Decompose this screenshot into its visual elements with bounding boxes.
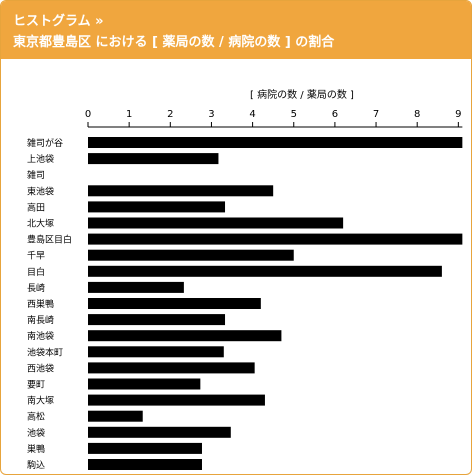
category-label: 南長崎 <box>27 314 54 326</box>
bar <box>88 459 202 470</box>
x-tick-label: 5 <box>291 109 297 120</box>
category-label: 目白 <box>27 266 45 278</box>
category-label: 巣鴨 <box>27 443 45 455</box>
bar <box>88 346 224 358</box>
bar <box>88 265 442 277</box>
bar <box>88 201 226 213</box>
x-tick-label: 9 <box>455 109 461 120</box>
category-label: 南池袋 <box>27 330 54 342</box>
bar <box>88 153 219 165</box>
panel-kicker[interactable]: ヒストグラム » <box>13 14 104 29</box>
panel-header: ヒストグラム » 東京都豊島区 における [ 薬局の数 / 病院の数 ] の割合 <box>1 1 471 59</box>
category-label: 豊島区目白 <box>27 234 72 246</box>
bars <box>88 137 463 470</box>
x-tick-label: 4 <box>249 109 255 120</box>
bar <box>88 442 202 454</box>
x-axis-unit-label: [ 病院の数 / 薬局の数 ] <box>250 88 354 101</box>
bar <box>88 249 294 261</box>
bar <box>88 217 344 229</box>
category-label: 西池袋 <box>27 362 54 374</box>
category-label: 池袋本町 <box>27 346 63 358</box>
bar <box>88 281 184 293</box>
category-label: 北大塚 <box>27 218 54 230</box>
x-tick-label: 2 <box>167 109 173 120</box>
category-label: 南大塚 <box>27 395 54 407</box>
category-label: 千早 <box>27 251 45 262</box>
bar <box>88 314 226 326</box>
category-label: 東池袋 <box>27 185 54 197</box>
bar <box>88 330 282 342</box>
bar <box>88 185 274 197</box>
category-label: 池袋 <box>27 427 45 439</box>
category-label: 要町 <box>27 380 45 391</box>
category-label: 上池袋 <box>27 153 54 165</box>
bar <box>88 137 463 148</box>
category-label: 雑司 <box>27 169 45 181</box>
category-label: 西巣鴨 <box>27 298 54 310</box>
bar <box>88 378 201 390</box>
category-label: 長崎 <box>27 282 45 294</box>
bar <box>88 426 231 438</box>
bar <box>88 362 255 374</box>
bar <box>88 298 261 309</box>
bar <box>88 410 143 422</box>
x-axis: 0 1 2 3 4 5 6 7 8 9 <box>85 109 463 128</box>
bar <box>88 233 463 245</box>
bar <box>88 394 265 406</box>
x-tick-label: 0 <box>85 109 91 120</box>
panel-title: 東京都豊島区 における [ 薬局の数 / 病院の数 ] の割合 <box>13 35 335 50</box>
category-label: 雑司が谷 <box>27 137 63 149</box>
x-tick-label: 8 <box>414 109 420 120</box>
category-label: 高田 <box>27 201 45 213</box>
category-label: 高松 <box>27 411 45 423</box>
x-tick-label: 1 <box>126 109 132 120</box>
x-tick-label: 6 <box>332 109 338 120</box>
x-tick-label: 7 <box>373 109 379 120</box>
category-labels: 雑司が谷上池袋雑司東池袋高田北大塚豊島区目白千早目白長崎西巣鴨南長崎南池袋池袋本… <box>27 137 72 471</box>
category-label: 駒込 <box>27 459 45 471</box>
x-tick-label: 3 <box>208 109 214 120</box>
